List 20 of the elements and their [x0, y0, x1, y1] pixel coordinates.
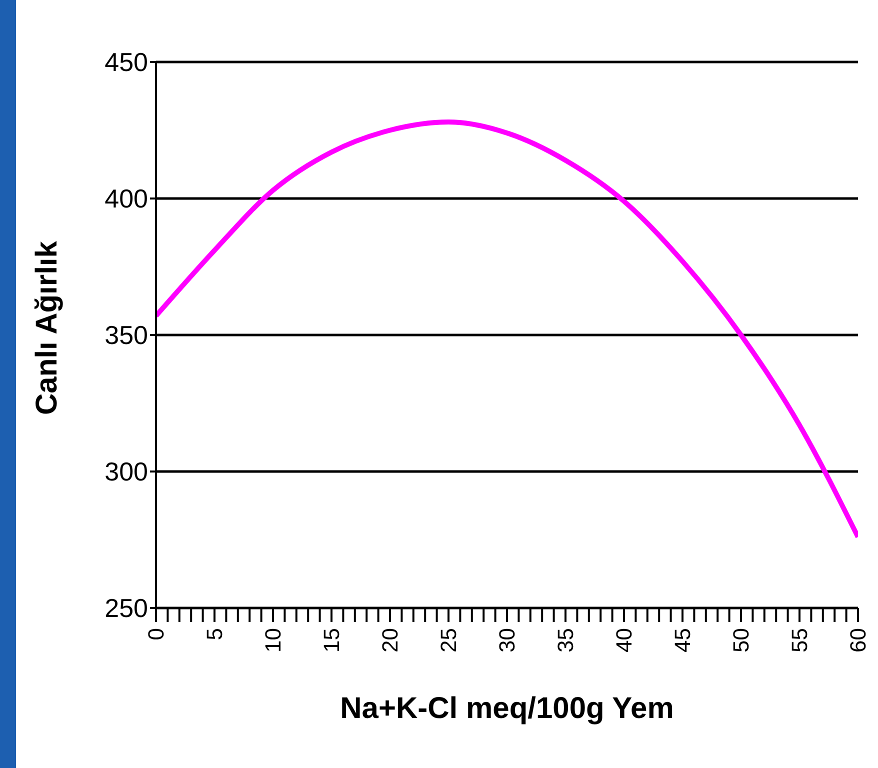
x-tick-label: 20 — [378, 628, 402, 652]
y-tick-label: 300 — [104, 456, 148, 487]
x-tick-label: 55 — [787, 628, 812, 652]
x-tick-label: 30 — [494, 628, 520, 652]
x-tick-label: 10 — [260, 628, 286, 652]
y-axis-title: Canlı Ağırlık — [30, 240, 64, 415]
x-tick-label: 60 — [846, 628, 870, 652]
x-tick-label: 40 — [612, 628, 636, 652]
x-tick-label: 35 — [553, 628, 578, 652]
x-tick-label: 25 — [436, 628, 461, 652]
x-tick-label: 0 — [144, 628, 168, 640]
x-tick-label: 50 — [728, 628, 754, 652]
y-tick-label: 250 — [104, 593, 148, 624]
y-tick-label: 400 — [104, 184, 148, 214]
y-tick-label: 450 — [104, 47, 148, 78]
x-tick-label: 45 — [670, 628, 695, 652]
x-tick-label: 15 — [319, 628, 344, 652]
y-tick-label: 350 — [104, 320, 148, 350]
x-axis-title: Na+K-Cl meq/100g Yem — [340, 692, 674, 725]
x-tick-label: 5 — [202, 628, 227, 640]
